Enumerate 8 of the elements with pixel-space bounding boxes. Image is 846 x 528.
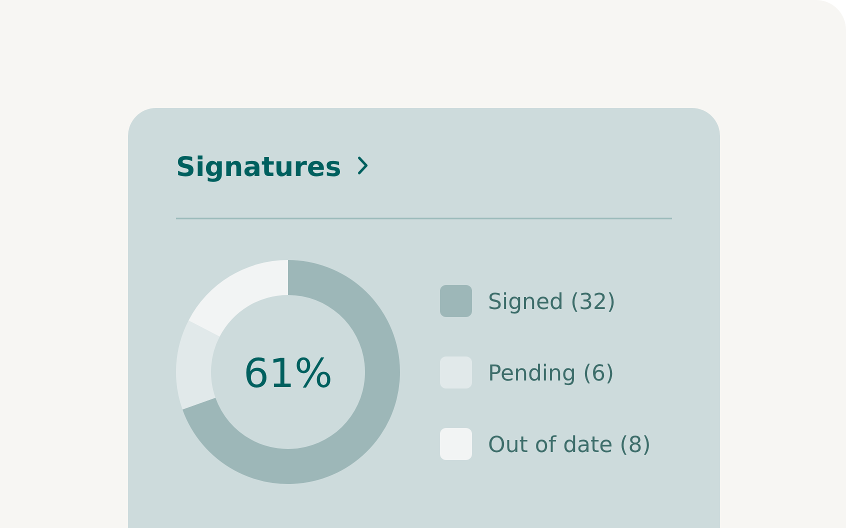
donut-slice	[176, 320, 220, 410]
legend-label: Out of date (8)	[488, 433, 651, 458]
donut-slice	[182, 260, 400, 484]
legend-label: Signed (32)	[488, 290, 616, 315]
chart-title: Signatures	[176, 152, 342, 183]
donut-slice	[188, 260, 288, 337]
text: 61%	[244, 351, 332, 397]
legend-label: Pending (6)	[488, 362, 614, 386]
